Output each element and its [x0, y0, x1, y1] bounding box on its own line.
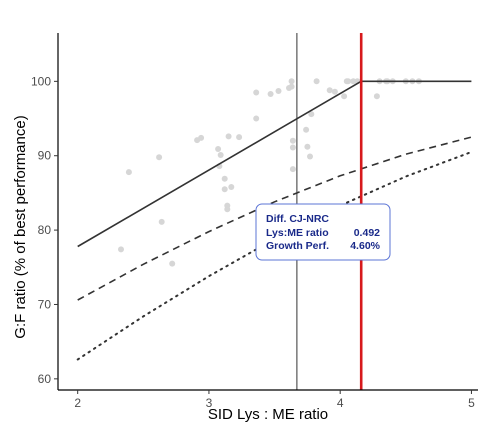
annotation-box: Diff. CJ-NRC Lys:ME ratio 0.492 Growth P… — [255, 203, 391, 261]
annotation-title: Diff. CJ-NRC — [266, 213, 329, 225]
data-point — [253, 115, 260, 122]
data-point — [125, 169, 132, 176]
data-point — [289, 137, 296, 144]
data-point — [198, 134, 205, 141]
data-point — [169, 260, 176, 267]
axes — [57, 33, 478, 391]
series-line-dotted — [76, 151, 473, 361]
data-point — [313, 78, 320, 85]
x-tick-label: 2 — [74, 396, 81, 410]
series-line-dashed — [77, 136, 472, 301]
data-point — [307, 153, 313, 160]
data-point — [225, 133, 232, 140]
y-axis-title: G:F ratio (% of best performance) — [12, 115, 29, 338]
data-point — [288, 78, 295, 85]
x-tick-label: 4 — [337, 396, 344, 410]
annotation-row2-label: Growth Perf. — [266, 240, 329, 252]
data-point — [303, 126, 310, 133]
data-point — [267, 91, 274, 97]
data-point — [308, 111, 315, 118]
annotation-row1-label: Lys:ME ratio — [266, 227, 329, 239]
x-axis-title: SID Lys : ME ratio — [208, 406, 328, 423]
data-point — [236, 134, 243, 141]
data-point — [215, 146, 222, 152]
data-point — [221, 186, 228, 193]
y-tick-label: 90 — [38, 149, 52, 163]
y-tick-label: 60 — [38, 372, 52, 386]
y-tick-label: 70 — [38, 297, 52, 311]
data-point — [228, 184, 235, 190]
data-point — [288, 83, 295, 90]
x-tick-label: 3 — [206, 396, 213, 410]
data-point — [341, 93, 348, 100]
data-point — [373, 93, 380, 100]
x-tick-label: 5 — [468, 396, 475, 410]
data-point — [158, 218, 165, 225]
data-point — [345, 78, 352, 85]
data-point — [224, 206, 231, 213]
annotation-row1-value: 0.492 — [354, 227, 380, 239]
annotation-frame — [255, 203, 391, 261]
data-point — [289, 166, 296, 173]
data-point — [221, 175, 228, 182]
y-tick-label: 80 — [38, 223, 52, 237]
data-point — [326, 87, 333, 94]
data-point — [331, 88, 338, 95]
data-point — [156, 154, 163, 161]
data-point — [217, 152, 224, 158]
annotation-row2-value: 4.60% — [350, 240, 380, 252]
data-point — [253, 89, 260, 96]
data-point — [289, 144, 296, 151]
data-point — [275, 88, 282, 94]
y-tick-label: 100 — [31, 74, 51, 88]
tick-labels: 2 3 4 5 60 70 80 90 100 — [31, 74, 475, 410]
data-point — [304, 143, 311, 150]
data-point — [118, 246, 124, 253]
